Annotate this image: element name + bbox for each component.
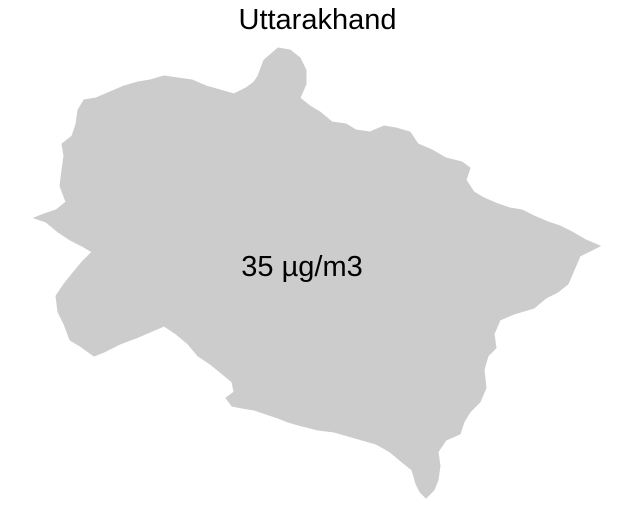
region-shape-uttarakhand[interactable] — [32, 47, 602, 499]
map-title: Uttarakhand — [238, 4, 397, 36]
region-value-label: 35 µg/m3 — [241, 251, 363, 283]
